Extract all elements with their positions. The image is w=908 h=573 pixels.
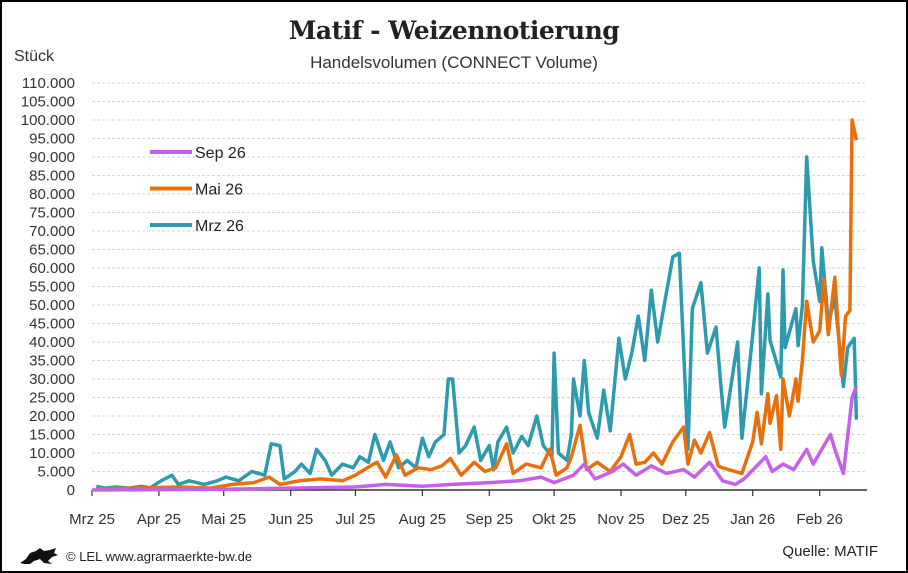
x-tick-label: Nov 25: [597, 511, 645, 528]
y-tick-label: 80.000: [29, 186, 75, 203]
series-line-mrz-26: [95, 155, 859, 490]
copyright-text: © LEL www.agrarmaerkte-bw.de: [66, 548, 253, 564]
y-tick-label: 10.000: [29, 445, 75, 462]
y-tick-label: 75.000: [29, 205, 75, 222]
y-tick-label: 45.000: [29, 316, 75, 333]
y-axis-unit: Stück: [14, 48, 55, 65]
y-tick-label: 30.000: [29, 371, 75, 388]
lion-icon: [20, 548, 58, 564]
y-tick-label: 55.000: [29, 279, 75, 296]
x-tick-label: Mrz 25: [69, 511, 115, 528]
y-tick-label: 0: [67, 482, 75, 499]
y-tick-label: 20.000: [29, 408, 75, 425]
y-tick-label: 25.000: [29, 390, 75, 407]
y-tick-label: 90.000: [29, 149, 75, 166]
source-text: Quelle: MATIF: [782, 543, 878, 560]
y-tick-label: 40.000: [29, 334, 75, 351]
series-line-sep-26: [91, 385, 859, 492]
chart-title: Matif - Weizennotierung: [288, 16, 620, 45]
y-tick-label: 110.000: [22, 75, 75, 92]
y-tick-label: 100.000: [21, 112, 75, 129]
y-tick-label: 50.000: [29, 297, 75, 314]
legend-label: Sep 26: [195, 145, 246, 162]
x-tick-label: Dez 25: [662, 511, 710, 528]
y-tick-label: 95.000: [29, 131, 75, 148]
y-tick-label: 15.000: [29, 427, 75, 444]
y-tick-label: 105.000: [21, 94, 75, 111]
y-tick-label: 35.000: [29, 353, 75, 370]
legend-label: Mai 26: [195, 182, 243, 199]
x-tick-label: Jan 26: [730, 511, 775, 528]
x-tick-label: Feb 26: [796, 511, 843, 528]
y-tick-label: 85.000: [29, 168, 75, 185]
x-tick-label: Jul 25: [335, 511, 375, 528]
y-tick-label: 60.000: [29, 260, 75, 277]
y-tick-label: 70.000: [29, 223, 75, 240]
series-line-mai-26: [96, 118, 859, 491]
x-tick-label: Sep 25: [466, 511, 514, 528]
legend-label: Mrz 26: [195, 218, 244, 235]
x-tick-label: Mai 25: [201, 511, 246, 528]
x-tick-label: Okt 25: [532, 511, 576, 528]
chart-subtitle: Handelsvolumen (CONNECT Volume): [310, 53, 598, 72]
x-tick-label: Jun 25: [268, 511, 313, 528]
footer-credit: © LEL www.agrarmaerkte-bw.de: [18, 547, 252, 565]
x-tick-label: Apr 25: [137, 511, 181, 528]
x-tick-label: Aug 25: [399, 511, 447, 528]
y-tick-label: 65.000: [29, 242, 75, 259]
y-tick-label: 5.000: [37, 464, 75, 481]
